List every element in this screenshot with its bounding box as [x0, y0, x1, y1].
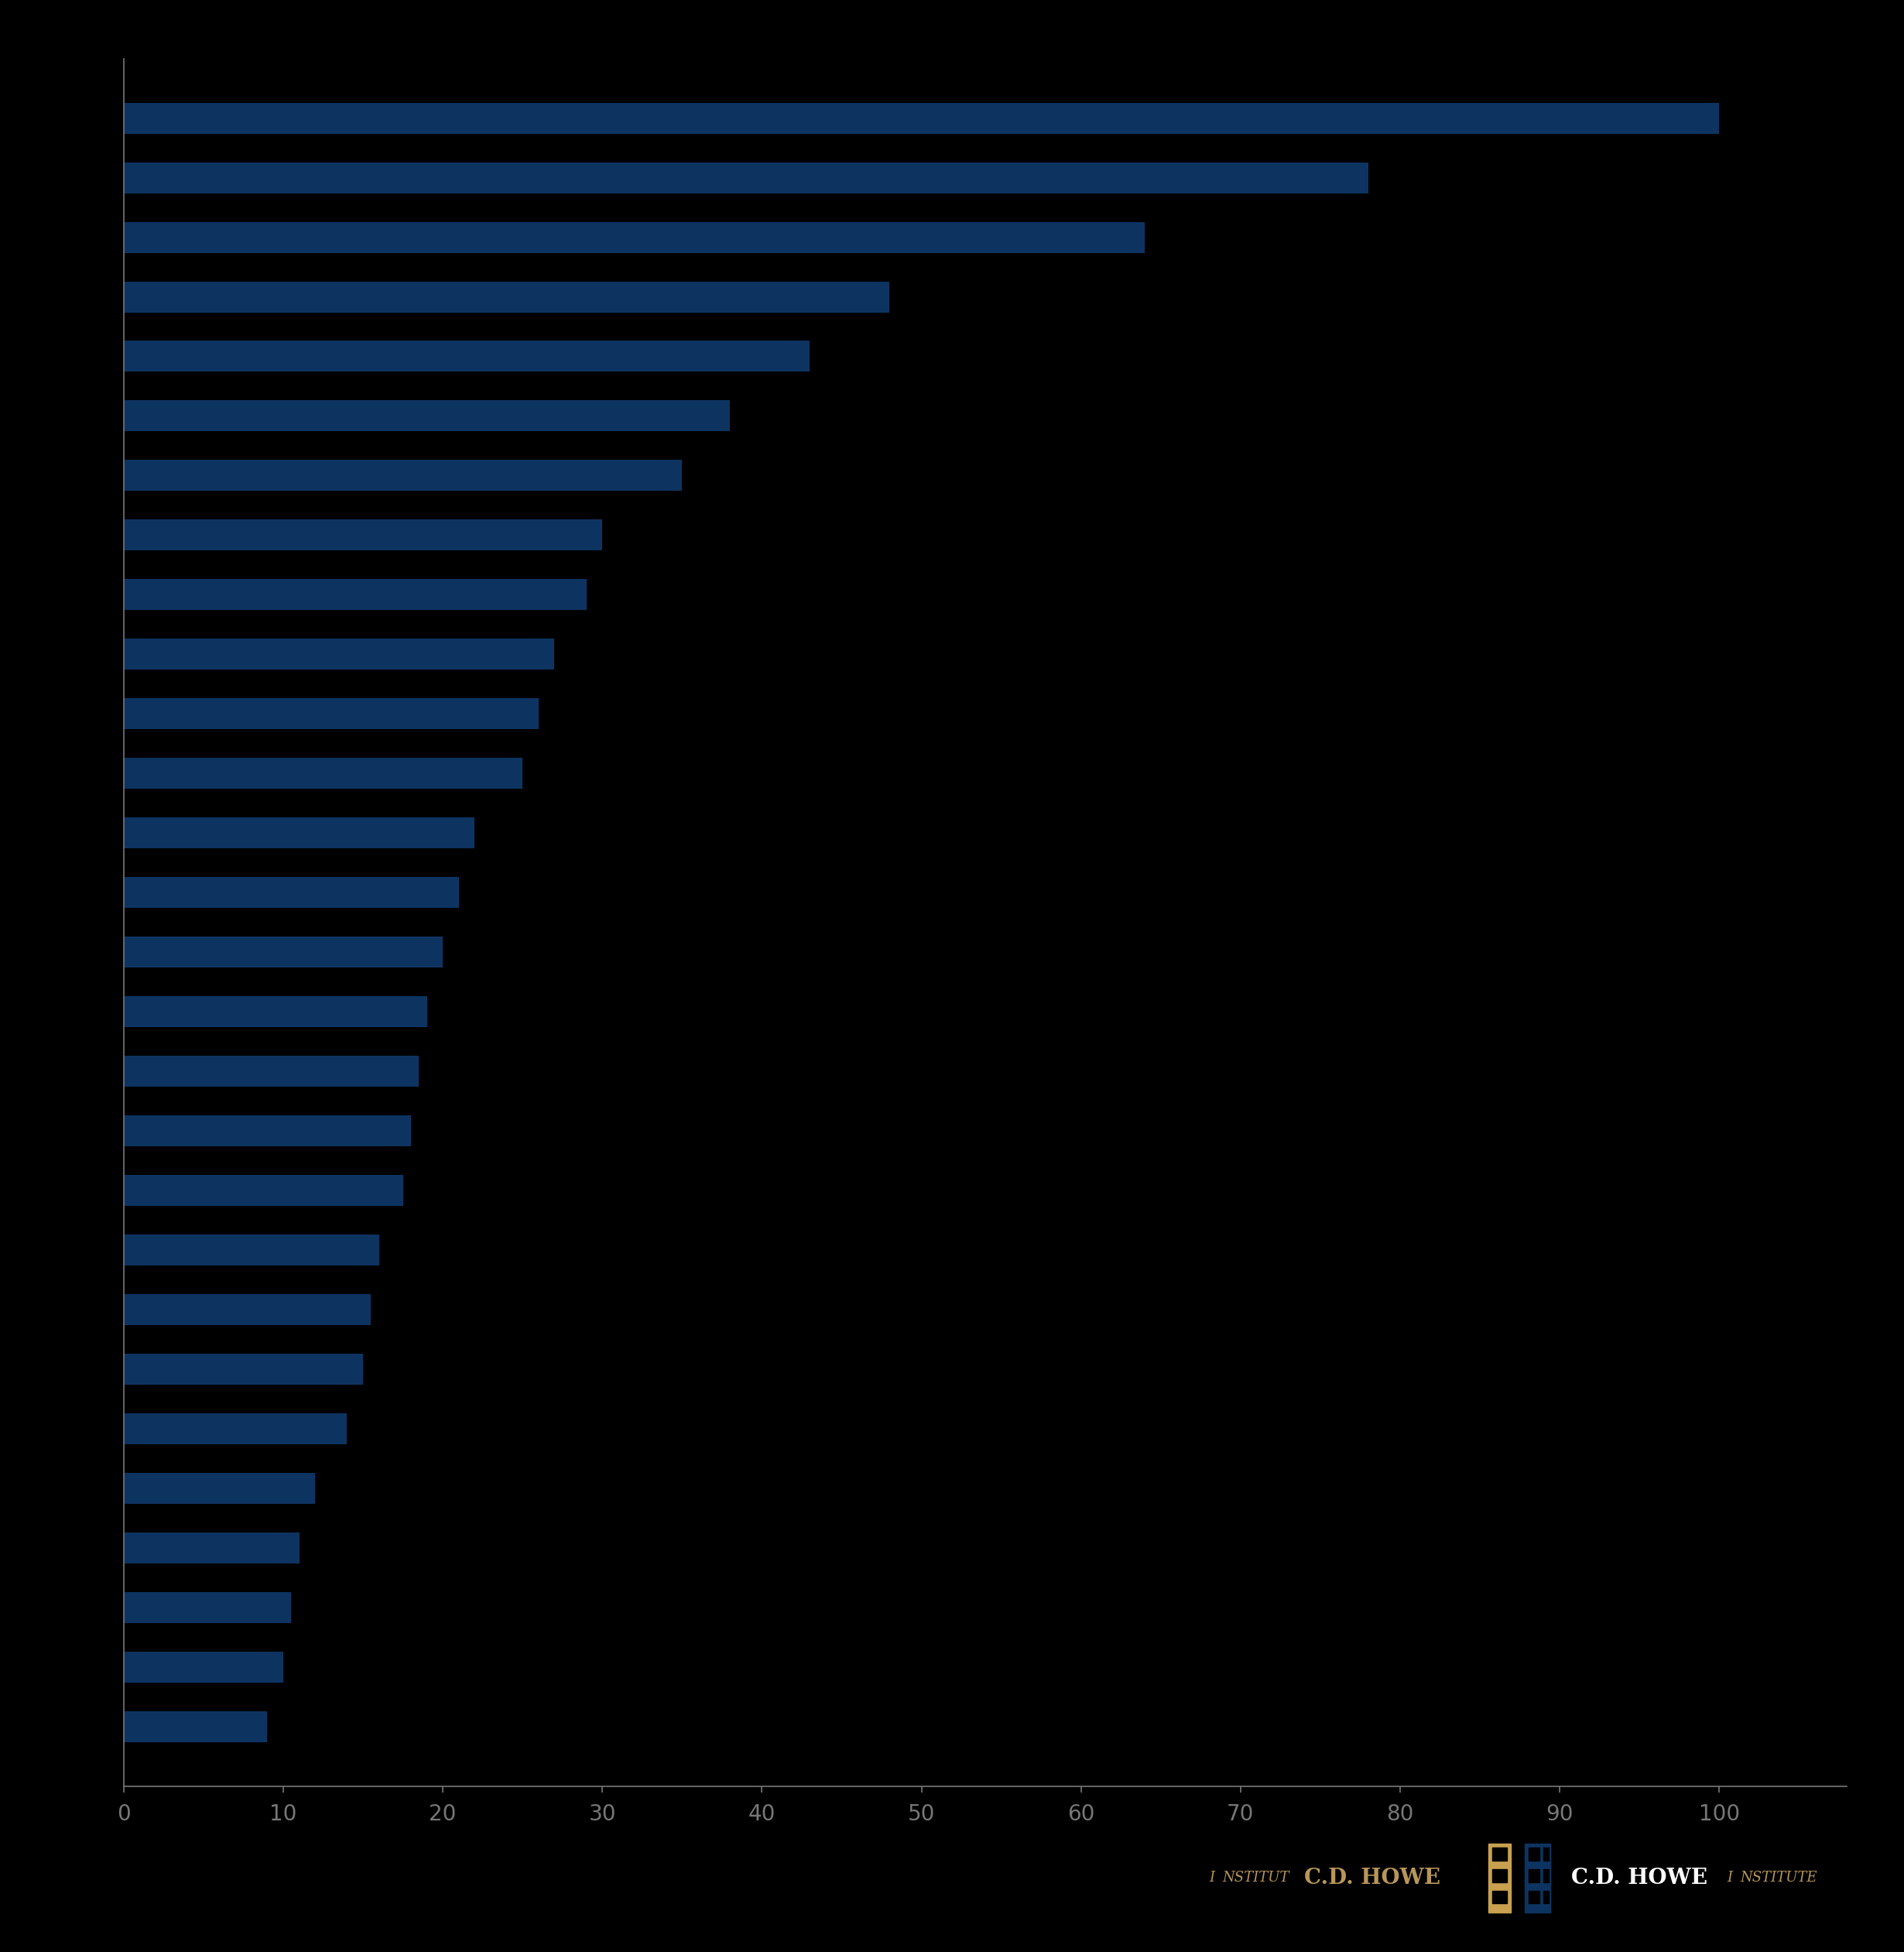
Bar	[124, 342, 809, 373]
Bar	[1542, 1870, 1548, 1882]
Bar	[124, 1056, 419, 1087]
Bar	[1542, 1891, 1548, 1903]
Bar	[1493, 1849, 1506, 1860]
Text: NSTITUTE: NSTITUTE	[1740, 1870, 1816, 1886]
Bar	[124, 1651, 284, 1683]
Bar	[124, 638, 554, 670]
Bar	[124, 103, 1719, 133]
Text: C.D. HOWE: C.D. HOWE	[1304, 1868, 1441, 1888]
Bar	[124, 937, 444, 968]
Bar	[124, 1234, 379, 1265]
Bar	[124, 1472, 316, 1503]
Bar	[1529, 1891, 1538, 1903]
Bar	[1493, 1870, 1506, 1882]
Bar	[124, 996, 426, 1027]
Bar	[1489, 1843, 1510, 1913]
Bar	[124, 1712, 267, 1741]
Text: I: I	[1209, 1870, 1215, 1886]
Bar	[124, 757, 522, 789]
Bar	[124, 1532, 299, 1564]
Bar	[1493, 1891, 1506, 1903]
Bar	[124, 281, 889, 312]
Text: NSTITUT: NSTITUT	[1222, 1870, 1289, 1886]
Bar	[124, 461, 682, 492]
Bar	[124, 162, 1369, 193]
Bar	[124, 1115, 411, 1146]
Bar	[124, 1353, 364, 1384]
Text: C.D. HOWE: C.D. HOWE	[1571, 1868, 1708, 1888]
Bar	[1529, 1849, 1538, 1860]
Bar	[124, 1294, 371, 1325]
Bar	[124, 1413, 347, 1444]
Bar	[124, 818, 474, 849]
Bar	[1525, 1843, 1550, 1913]
Bar	[124, 400, 729, 431]
Bar	[124, 876, 459, 908]
Bar	[124, 223, 1144, 252]
Bar	[124, 519, 602, 550]
Bar	[124, 699, 539, 730]
Bar	[124, 1175, 404, 1206]
Text: I: I	[1727, 1870, 1733, 1886]
Bar	[124, 580, 586, 611]
Bar	[1529, 1870, 1538, 1882]
Bar	[1542, 1849, 1548, 1860]
Bar	[124, 1593, 291, 1622]
